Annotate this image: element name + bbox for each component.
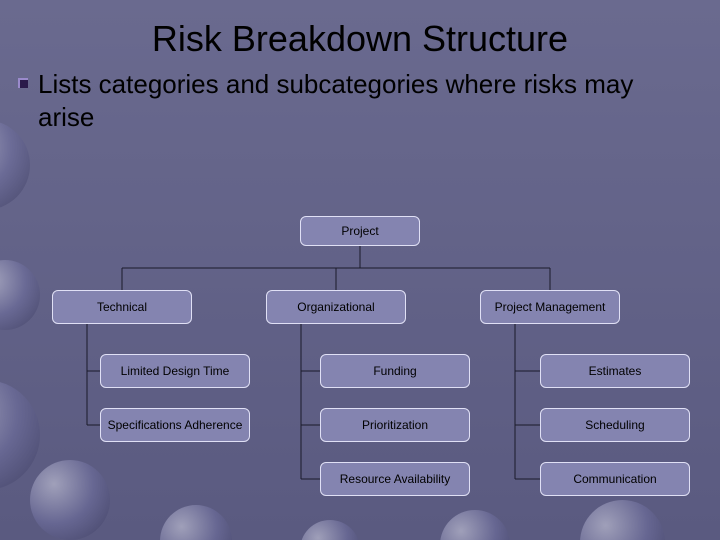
bg-sphere bbox=[300, 520, 360, 540]
node-tech: Technical bbox=[52, 290, 192, 324]
node-org: Organizational bbox=[266, 290, 406, 324]
node-pm: Project Management bbox=[480, 290, 620, 324]
node-t2: Specifications Adherence bbox=[100, 408, 250, 442]
slide-subtitle: Lists categories and subcategories where… bbox=[38, 68, 692, 133]
bg-sphere bbox=[30, 460, 110, 540]
node-root: Project bbox=[300, 216, 420, 246]
node-p2: Scheduling bbox=[540, 408, 690, 442]
bg-sphere bbox=[0, 260, 40, 330]
bg-sphere bbox=[0, 120, 30, 210]
bg-sphere bbox=[440, 510, 510, 540]
node-p1: Estimates bbox=[540, 354, 690, 388]
bg-sphere bbox=[580, 500, 665, 540]
node-p3: Communication bbox=[540, 462, 690, 496]
subtitle-row: Lists categories and subcategories where… bbox=[0, 60, 720, 133]
slide-title: Risk Breakdown Structure bbox=[0, 0, 720, 60]
node-o1: Funding bbox=[320, 354, 470, 388]
bg-sphere bbox=[160, 505, 232, 540]
bg-sphere bbox=[0, 380, 40, 490]
node-o2: Prioritization bbox=[320, 408, 470, 442]
node-o3: Resource Availability bbox=[320, 462, 470, 496]
node-t1: Limited Design Time bbox=[100, 354, 250, 388]
bullet-icon bbox=[18, 78, 28, 88]
